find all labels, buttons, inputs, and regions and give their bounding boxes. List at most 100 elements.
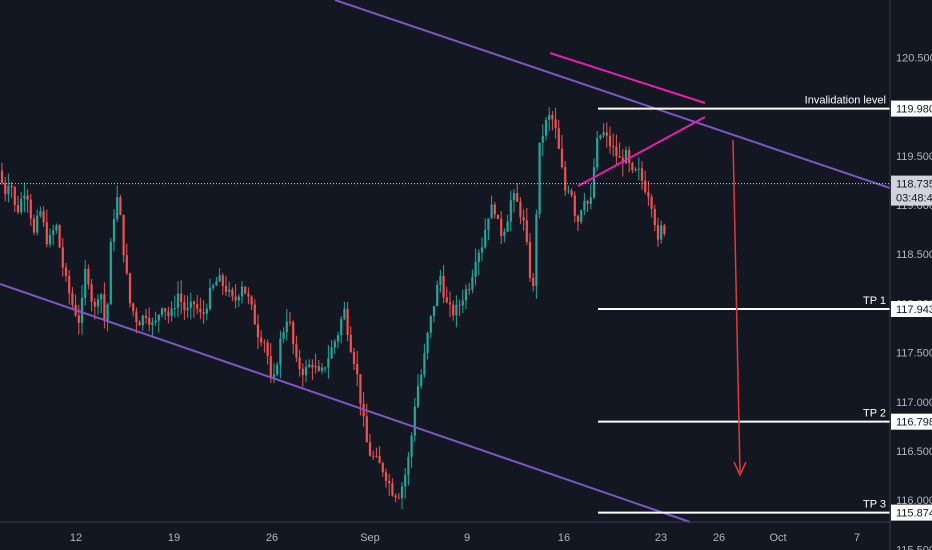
candle-body-160	[512, 193, 516, 201]
level-price-text-1: 117.943	[896, 304, 932, 316]
candle-body-121	[388, 480, 391, 484]
triangle-lower-line	[577, 116, 706, 187]
candle-body-65	[208, 287, 212, 309]
candle-body-147	[471, 276, 474, 290]
candle-body-13	[42, 211, 45, 223]
candle-body-19	[61, 247, 64, 268]
candle-body-162	[519, 201, 522, 218]
candle-body-146	[468, 289, 471, 291]
candle-body-142	[455, 304, 458, 316]
candle-body-86	[276, 364, 279, 375]
candle-body-9	[29, 199, 32, 219]
candle-body-141	[452, 304, 455, 316]
channel-upper-line	[334, 0, 891, 189]
candles-layer	[0, 107, 666, 510]
candle-body-155	[496, 214, 500, 219]
candle-body-174	[557, 128, 560, 149]
candle-body-131	[420, 374, 423, 386]
candle-body-204	[653, 208, 656, 226]
candle-body-129	[413, 406, 416, 436]
level-price-text-0: 119.980	[896, 104, 932, 116]
candle-body-110	[352, 351, 356, 365]
candle-body-118	[378, 456, 381, 464]
candle-body-11	[36, 215, 39, 233]
candle-body-4	[13, 187, 16, 206]
candle-body-70	[224, 286, 228, 292]
time-axis[interactable]: 12 19 26 Sep 9 16 23 26 Oct 7	[70, 532, 860, 544]
candle-body-15	[48, 234, 52, 245]
candle-body-132	[423, 353, 426, 375]
candle-body-10	[32, 218, 36, 233]
candle-body-25	[80, 297, 84, 323]
candle-body-173	[554, 119, 557, 129]
candle-body-192	[615, 146, 618, 157]
candle-body-114	[365, 416, 368, 443]
level-label-0: Invalidation level	[805, 95, 886, 107]
candle-body-205	[656, 225, 660, 240]
candle-body-198	[634, 168, 637, 171]
candle-body-34	[109, 241, 112, 305]
level-price-text-3: 115.874	[896, 508, 932, 520]
candle-body-117	[375, 455, 378, 457]
candle-body-27	[87, 268, 90, 285]
candle-body-159	[509, 200, 512, 222]
time-tick-6: 23	[655, 532, 667, 544]
candle-body-35	[112, 218, 116, 242]
candle-body-138	[442, 275, 445, 298]
candle-body-133	[426, 332, 429, 354]
candle-body-78	[250, 296, 253, 305]
price-tick-10: 115.500	[896, 544, 932, 550]
candle-body-5	[16, 205, 20, 213]
candle-body-51	[164, 308, 167, 312]
candle-body-182	[583, 200, 586, 211]
candle-body-111	[356, 364, 359, 375]
candle-body-106	[340, 318, 343, 336]
candle-body-63	[202, 312, 205, 314]
candle-body-97	[311, 364, 314, 368]
candle-body-124	[397, 497, 400, 499]
candle-body-176	[564, 167, 567, 191]
candle-body-22	[71, 293, 74, 305]
candle-body-190	[608, 135, 612, 147]
candle-body-135	[432, 305, 436, 317]
candle-body-206	[660, 225, 663, 240]
candle-body-195	[624, 150, 628, 164]
candle-body-77	[247, 293, 250, 297]
candle-body-99	[317, 366, 320, 371]
candle-body-56	[180, 293, 183, 302]
candle-body-18	[58, 225, 61, 248]
candle-body-79	[253, 304, 256, 325]
candle-body-24	[77, 315, 80, 323]
candle-body-90	[288, 321, 292, 323]
candle-body-71	[228, 289, 231, 292]
candle-body-194	[621, 157, 624, 164]
candle-body-21	[68, 275, 71, 294]
price-tick-8: 116.500	[896, 446, 932, 458]
candle-body-73	[234, 296, 237, 301]
candle-body-136	[436, 285, 439, 306]
candle-body-207	[663, 225, 666, 234]
candle-body-37	[119, 197, 122, 215]
time-tick-1: 19	[168, 532, 180, 544]
candle-body-104	[333, 341, 336, 348]
candle-body-49	[157, 314, 160, 321]
price-tick-7: 117.000	[896, 397, 932, 409]
candle-body-67	[215, 281, 218, 286]
triangle-upper-line	[549, 52, 706, 104]
candle-body-40	[128, 273, 132, 304]
candle-body-91	[292, 322, 295, 345]
candle-body-139	[445, 297, 448, 303]
candle-body-36	[116, 197, 119, 219]
candle-body-201	[644, 180, 647, 193]
candle-body-105	[336, 335, 340, 342]
candle-body-8	[26, 195, 29, 200]
candle-body-29	[93, 301, 96, 307]
candle-body-199	[637, 168, 640, 170]
candle-body-58	[186, 307, 189, 311]
level-label-2: TP 2	[863, 408, 886, 420]
candle-body-120	[384, 472, 388, 481]
candle-body-180	[576, 215, 580, 222]
candle-body-181	[580, 210, 583, 222]
candle-body-88	[282, 332, 285, 339]
